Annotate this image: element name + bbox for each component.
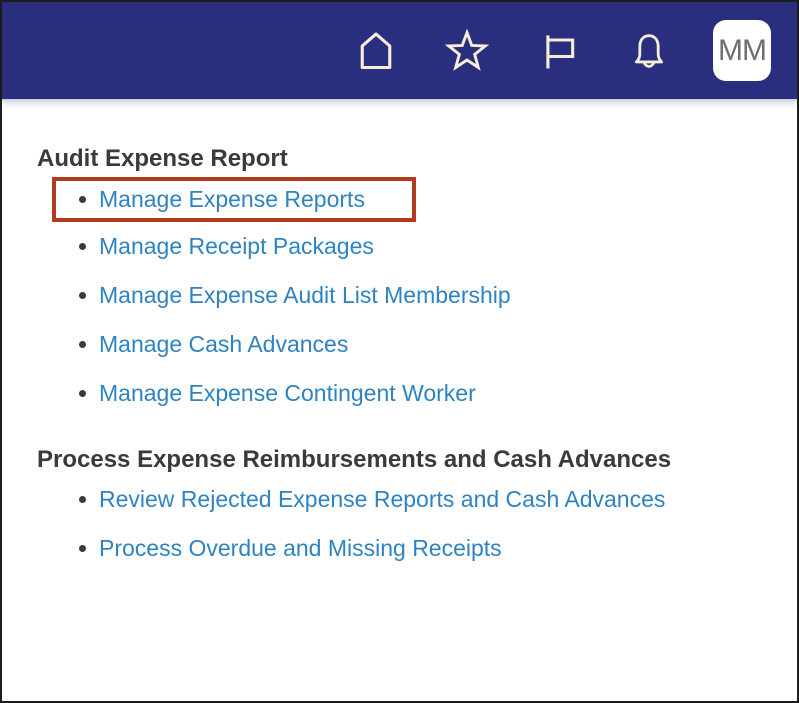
task-list-item: Manage Receipt Packages <box>37 222 797 271</box>
link-manage-receipt-packages[interactable]: Manage Receipt Packages <box>99 233 374 259</box>
bullet-icon <box>79 341 86 348</box>
watchlist-flag-icon[interactable] <box>536 27 580 75</box>
task-list-item: Process Overdue and Missing Receipts <box>37 524 797 573</box>
global-header: MM <box>2 2 797 101</box>
task-list-item: Review Rejected Expense Reports and Cash… <box>37 475 797 524</box>
bullet-icon <box>79 545 86 552</box>
task-list-panel: Audit Expense Report Manage Expense Repo… <box>2 101 797 573</box>
task-list-item: Manage Cash Advances <box>37 320 797 369</box>
link-manage-expense-reports[interactable]: Manage Expense Reports <box>99 186 365 212</box>
link-review-rejected-expense-reports[interactable]: Review Rejected Expense Reports and Cash… <box>99 486 666 512</box>
annotation-highlight-box: Manage Expense Reports <box>52 177 416 222</box>
link-manage-expense-contingent-worker[interactable]: Manage Expense Contingent Worker <box>99 380 476 406</box>
task-list-item: Manage Expense Contingent Worker <box>37 369 797 418</box>
link-manage-cash-advances[interactable]: Manage Cash Advances <box>99 331 349 357</box>
bullet-icon <box>79 292 86 299</box>
bullet-icon <box>79 390 86 397</box>
section-heading-process-expense-reimbursements: Process Expense Reimbursements and Cash … <box>37 446 672 473</box>
bullet-icon <box>79 496 86 503</box>
task-list-item: Manage Expense Reports <box>56 181 365 218</box>
task-list: Review Rejected Expense Reports and Cash… <box>37 475 797 573</box>
user-avatar[interactable]: MM <box>713 20 771 81</box>
favorites-star-icon[interactable] <box>445 27 489 75</box>
bullet-icon <box>79 196 86 203</box>
section-heading-audit-expense-report: Audit Expense Report <box>37 145 288 172</box>
task-list-item: Manage Expense Audit List Membership <box>37 271 797 320</box>
notifications-bell-icon[interactable] <box>627 27 671 75</box>
link-process-overdue-missing-receipts[interactable]: Process Overdue and Missing Receipts <box>99 535 502 561</box>
link-manage-expense-audit-list-membership[interactable]: Manage Expense Audit List Membership <box>99 282 511 308</box>
bullet-icon <box>79 243 86 250</box>
home-icon[interactable] <box>354 27 398 75</box>
